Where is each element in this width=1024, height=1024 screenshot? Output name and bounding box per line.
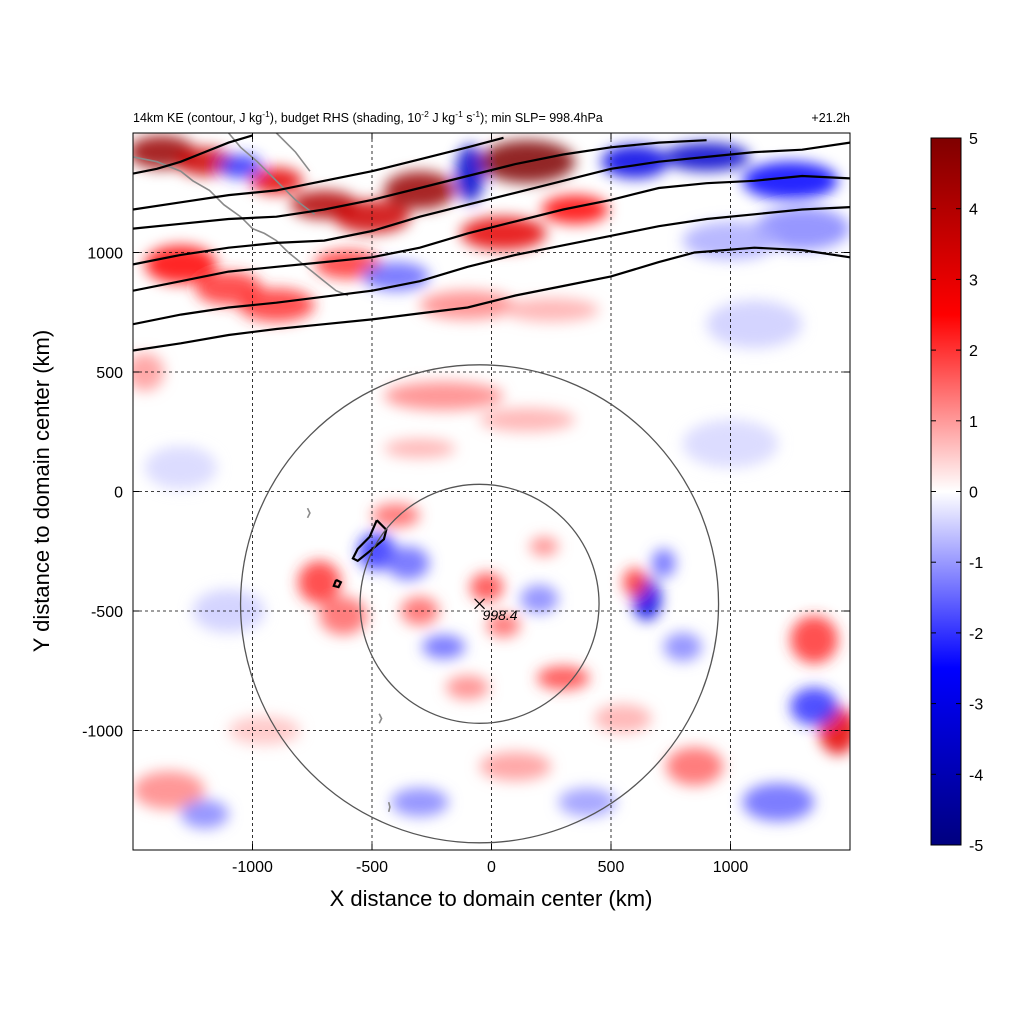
shading-blob-38 bbox=[446, 675, 490, 700]
center-x-mark-b bbox=[474, 598, 485, 610]
colorbar: 5 4 3 2 1 0 -1 -2 -3 -4 -5 bbox=[930, 131, 983, 855]
storm-center: 998.4 bbox=[474, 598, 518, 623]
shading-blob-27 bbox=[372, 503, 420, 528]
shading-blob-23 bbox=[133, 352, 165, 392]
y-tick-label-4: -1000 bbox=[82, 724, 123, 741]
shading-blob-55 bbox=[144, 446, 217, 490]
shading-blob-9 bbox=[460, 216, 547, 251]
colorbar-tick-label-10: -5 bbox=[969, 838, 983, 855]
shading-blob-24 bbox=[383, 381, 504, 411]
colorbar-tick-label-7: -2 bbox=[969, 626, 983, 643]
x-tick-label-3: 500 bbox=[598, 859, 625, 876]
coastline-2 bbox=[275, 133, 311, 172]
shading-blob-14 bbox=[754, 207, 850, 251]
radius-ring-500km bbox=[359, 483, 600, 724]
coastline-4 bbox=[378, 713, 383, 724]
colorbar-tick-label-0: 5 bbox=[969, 131, 978, 148]
shading-blob-54 bbox=[192, 589, 265, 633]
shading-blob-33 bbox=[422, 634, 466, 659]
chart-time-label: +21.2h bbox=[811, 111, 850, 125]
shading-blob-26 bbox=[383, 438, 456, 459]
shading-blob-37 bbox=[536, 665, 590, 690]
plot-area: 998.4 bbox=[132, 132, 851, 851]
y-axis-label: Y distance to domain center (km) bbox=[29, 330, 54, 652]
shading-blob-30 bbox=[357, 532, 396, 571]
y-tick-label-0: 1000 bbox=[87, 246, 123, 263]
shading-blob-56 bbox=[682, 419, 779, 468]
shading-blob-48 bbox=[742, 783, 815, 822]
shading-blob-32 bbox=[400, 596, 439, 626]
colorbar-ticks: 5 4 3 2 1 0 -1 -2 -3 -4 -5 bbox=[931, 131, 983, 855]
ke-contour-8 bbox=[332, 578, 343, 589]
colorbar-tick-label-9: -4 bbox=[969, 767, 983, 784]
colorbar-tick-label-6: -1 bbox=[969, 555, 983, 572]
colorbar-tick-label-3: 2 bbox=[969, 343, 978, 360]
colorbar-tick-label-4: 1 bbox=[969, 414, 978, 431]
shading-blob-2 bbox=[219, 154, 263, 179]
shading-blob-16 bbox=[144, 245, 217, 284]
radius-rings bbox=[239, 364, 720, 844]
x-axis-label: X distance to domain center (km) bbox=[330, 886, 653, 911]
shading-blob-59 bbox=[594, 704, 652, 733]
coastline-5 bbox=[387, 802, 391, 812]
shading-blob-6 bbox=[383, 171, 456, 210]
shading-blob-13 bbox=[742, 161, 839, 200]
coastline-3 bbox=[306, 507, 311, 519]
colorbar-tick-label-5: 0 bbox=[969, 485, 978, 502]
shading-blob-51 bbox=[391, 787, 449, 817]
shading-blob-7 bbox=[455, 144, 485, 203]
colorbar-tick-label-1: 4 bbox=[969, 202, 978, 219]
x-tick-label-0: -1000 bbox=[232, 859, 273, 876]
colorbar-tick-label-2: 3 bbox=[969, 272, 978, 289]
coastlines bbox=[133, 133, 391, 812]
coastline-1 bbox=[227, 133, 316, 215]
shading-blob-15 bbox=[682, 221, 779, 260]
y-axis-ticks: 1000 500 0 -500 -1000 bbox=[82, 246, 850, 741]
chart-title: 14km KE (contour, J kg-1), budget RHS (s… bbox=[133, 109, 603, 125]
shading-blob-41 bbox=[622, 567, 647, 597]
min-slp-label: 998.4 bbox=[483, 607, 518, 623]
shading-blob-42 bbox=[651, 548, 676, 578]
x-tick-label-4: 1000 bbox=[713, 859, 749, 876]
shading-blob-57 bbox=[706, 300, 803, 349]
shading-blob-29 bbox=[319, 596, 368, 635]
shading-blob-44 bbox=[790, 615, 839, 664]
shading-blob-47 bbox=[665, 747, 724, 786]
shading-blob-35 bbox=[486, 613, 521, 638]
shading-blob-52 bbox=[479, 752, 552, 781]
colorbar-tick-label-8: -3 bbox=[969, 697, 983, 714]
shading-blob-34 bbox=[469, 572, 504, 602]
y-tick-label-2: 0 bbox=[114, 485, 123, 502]
shading-blob-53 bbox=[558, 787, 616, 817]
shading-blob-43 bbox=[663, 632, 702, 662]
shading-blob-31 bbox=[386, 546, 430, 580]
shading-blob-22 bbox=[503, 297, 600, 322]
radius-ring-1000km bbox=[239, 364, 720, 844]
shading-blob-11 bbox=[601, 144, 669, 179]
shading-blob-58 bbox=[228, 716, 301, 745]
x-tick-label-1: -500 bbox=[356, 859, 388, 876]
shading-blob-10 bbox=[541, 195, 609, 224]
shading-blob-49 bbox=[133, 771, 205, 810]
ke-contour-7 bbox=[351, 519, 388, 563]
shading-blob-18 bbox=[238, 288, 315, 322]
shading-blob-1 bbox=[176, 147, 234, 177]
shading-blob-50 bbox=[180, 799, 229, 829]
ke-contour-6 bbox=[133, 134, 253, 175]
x-tick-label-2: 0 bbox=[487, 859, 496, 876]
coastline-0 bbox=[133, 156, 349, 297]
x-axis-ticks: -1000 -500 0 500 1000 bbox=[232, 133, 748, 876]
shading-blob-25 bbox=[479, 407, 576, 432]
shading-blob-39 bbox=[529, 536, 559, 557]
shading-blob-36 bbox=[520, 584, 559, 614]
ke-contour-3 bbox=[133, 141, 850, 266]
ke-contour-5 bbox=[133, 136, 504, 211]
shading-blob-46 bbox=[790, 687, 839, 726]
shading-blob-28 bbox=[297, 560, 341, 604]
y-tick-label-3: -500 bbox=[91, 604, 123, 621]
shading-blob-21 bbox=[419, 290, 516, 320]
y-tick-label-1: 500 bbox=[96, 365, 123, 382]
